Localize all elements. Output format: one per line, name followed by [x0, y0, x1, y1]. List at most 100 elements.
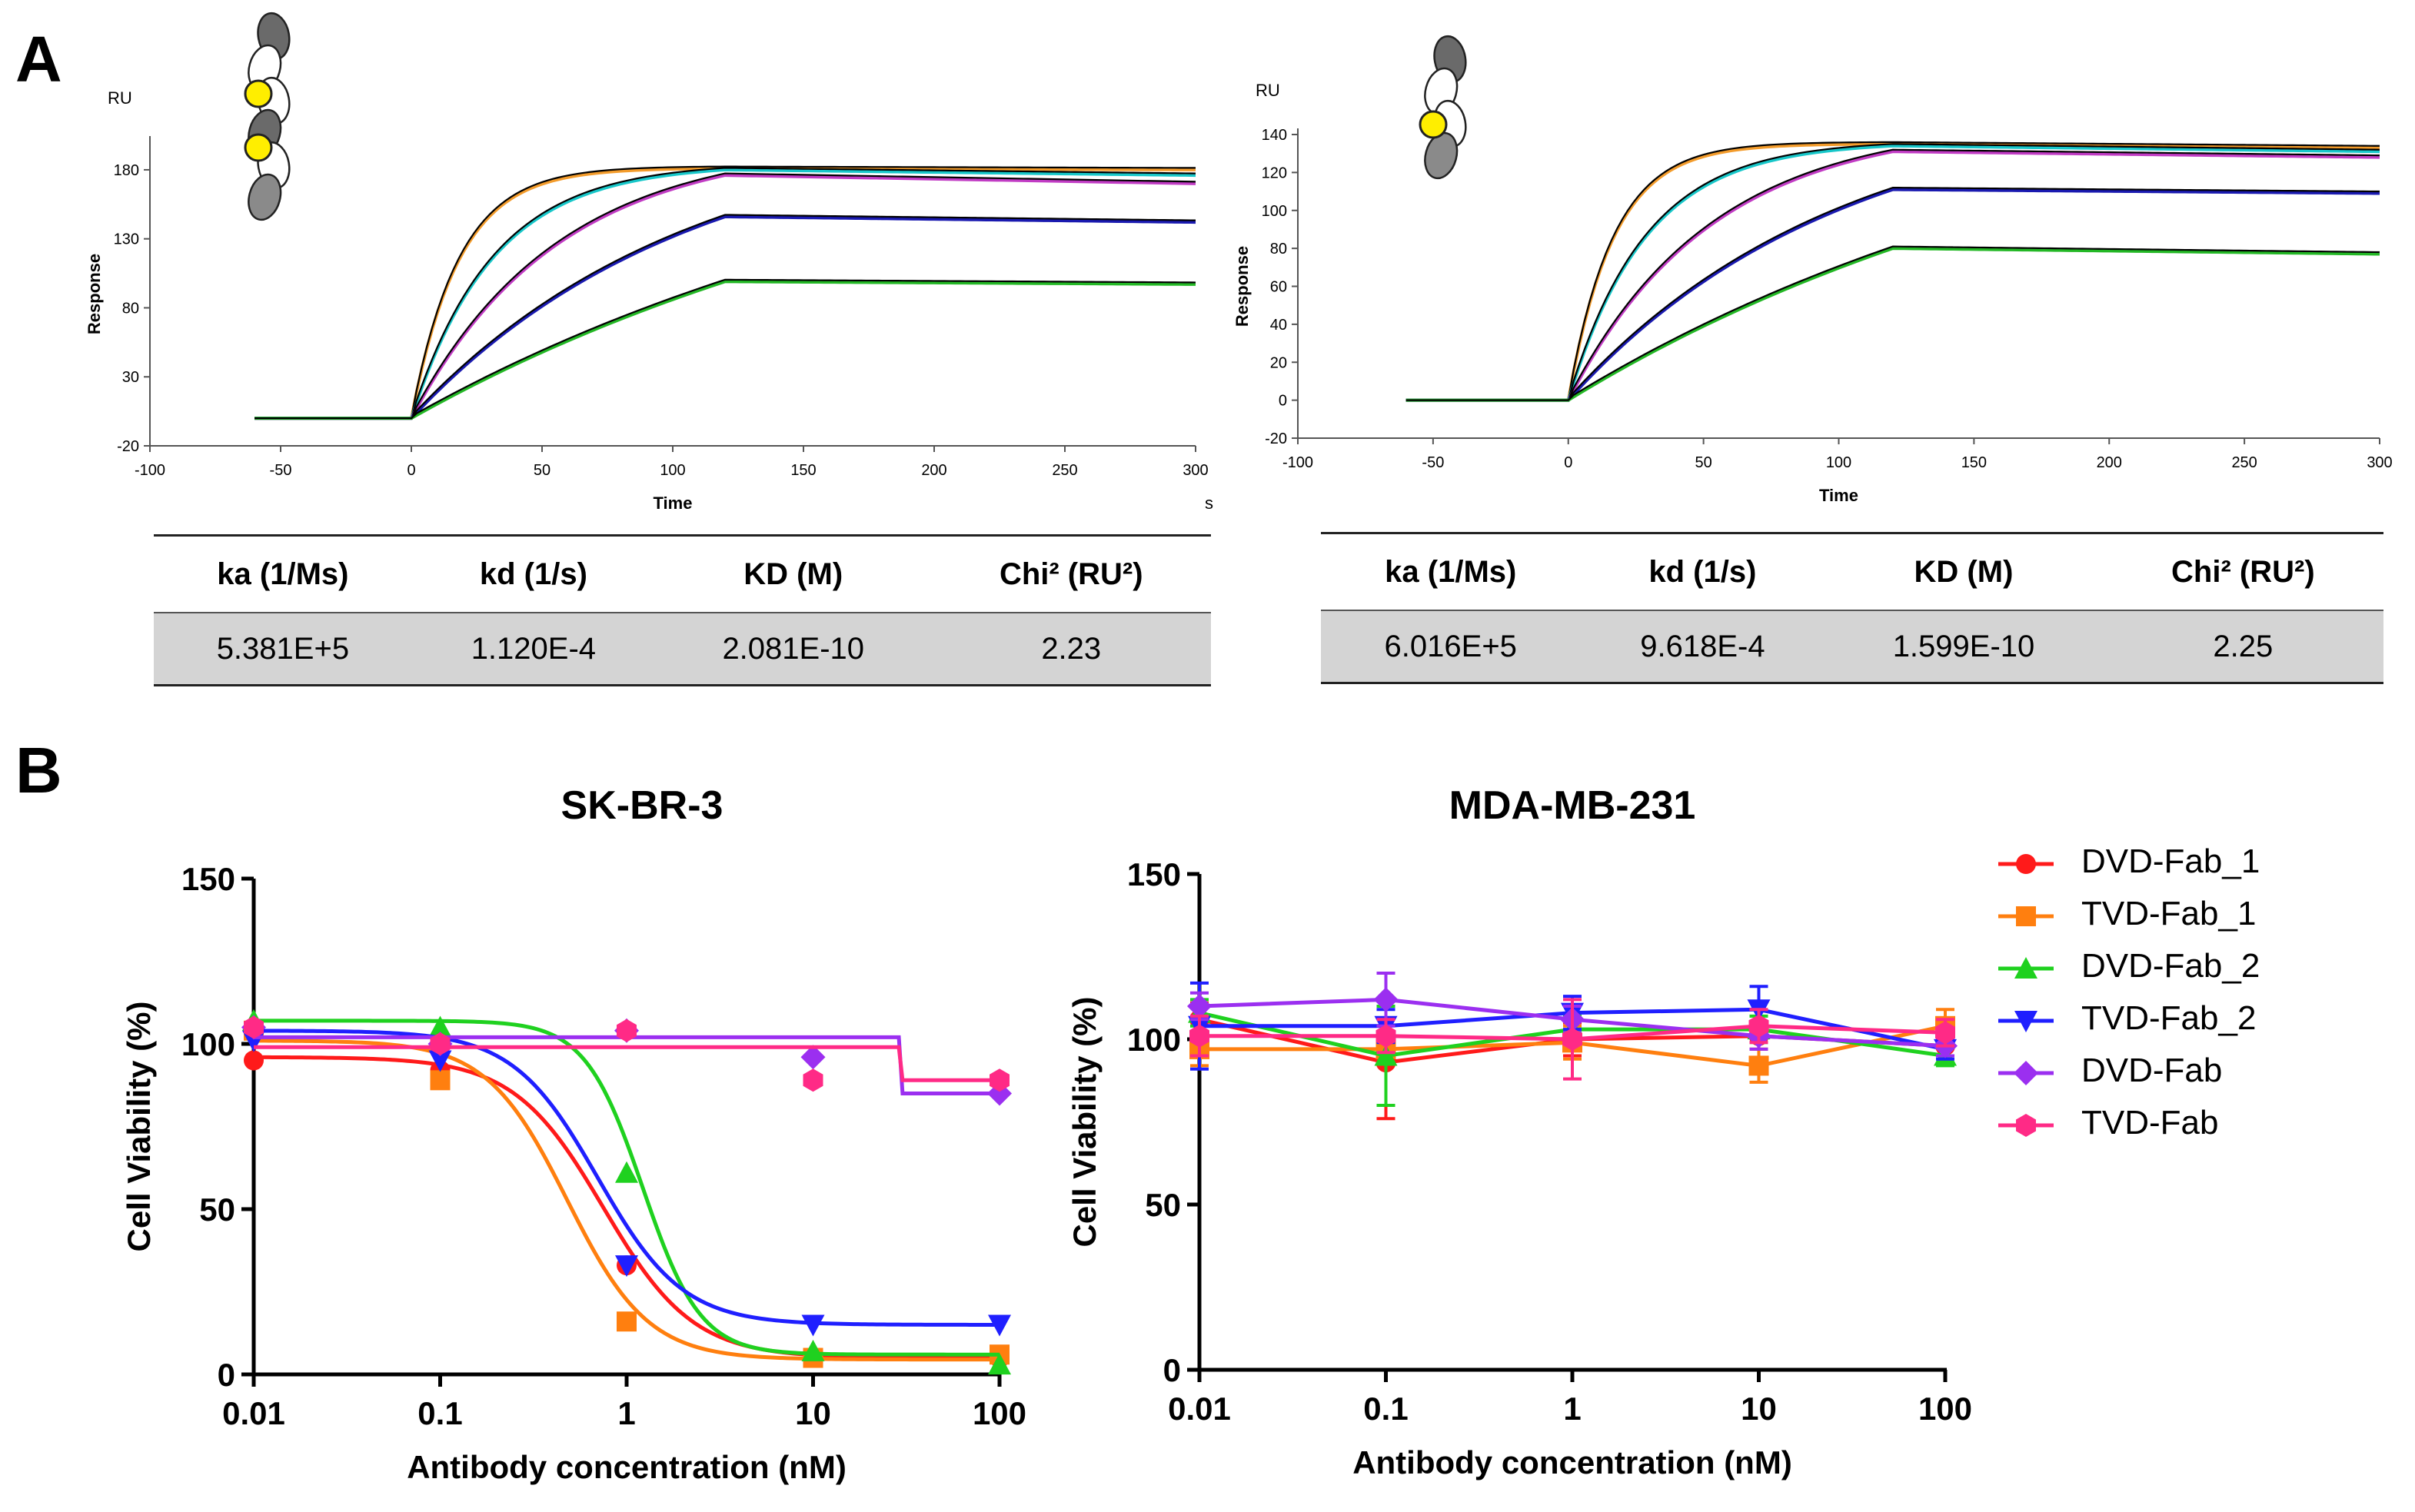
x-tick-label: 0.1 — [1363, 1391, 1408, 1427]
x-tick-label: 50 — [1695, 454, 1712, 471]
x-tick-label: 1 — [617, 1395, 635, 1431]
tetravalent-domain-icon — [244, 12, 291, 221]
fit-curve — [253, 1019, 1000, 1357]
legend-item: TVD-Fab — [1995, 1099, 2303, 1151]
x-tick-label: 100 — [660, 462, 685, 479]
y-tick-label: 60 — [1270, 279, 1287, 296]
data-point — [1374, 1044, 1398, 1066]
x-axis-title: Time — [654, 493, 693, 513]
y-tick-label: 80 — [1270, 241, 1287, 258]
x-tick-label: -100 — [1282, 454, 1313, 471]
sensorgram-left: -20 30 80 130 180 -100 -50 0 50 100 150 200 250 300 RU… — [85, 12, 1213, 513]
table-header: kd (1/s) — [1648, 554, 1757, 589]
data-point — [1373, 987, 1399, 1012]
sensorgram-curve-conc-5 — [1405, 247, 2380, 402]
data-point — [1748, 1055, 1769, 1076]
y-tick-label: 140 — [1262, 127, 1287, 144]
sensorgram-fit-conc-3 — [254, 172, 1196, 420]
fit-curve — [253, 1038, 1000, 1362]
sensorgram-curve-conc-4 — [1405, 188, 2380, 402]
antigen-dot — [244, 133, 273, 162]
square-marker-icon — [2016, 906, 2036, 926]
data-point — [801, 1339, 825, 1361]
data-point — [803, 1068, 823, 1092]
fit-curve — [253, 1055, 1000, 1360]
antigen-dot — [1419, 110, 1448, 139]
legend-label: TVD-Fab_1 — [2081, 895, 2257, 932]
legend-label: TVD-Fab_2 — [2081, 999, 2257, 1037]
x-tick-label: 100 — [1918, 1391, 1972, 1427]
x-tick-label: 50 — [534, 462, 551, 479]
x-tick-label: -50 — [1422, 454, 1444, 471]
panel-label-b: B — [15, 734, 62, 806]
sensorgram-right: -20 0 20 40 60 80 100 120 140 -100 -50 0 50 100 150 200… — [1232, 35, 2393, 505]
y-axis-title: Cell Viability (%) — [1066, 997, 1103, 1248]
x-tick-label: 100 — [1826, 454, 1851, 471]
fit-curve — [254, 1045, 1000, 1082]
x-axis-title: Antibody concentration (nM) — [407, 1449, 847, 1485]
x-axis-title: Time — [1819, 486, 1858, 505]
y-tick-label: 50 — [1145, 1187, 1181, 1223]
sensorgram-curve-conc-4 — [254, 214, 1196, 420]
legend-label: DVD-Fab_2 — [2081, 947, 2260, 985]
x-tick-label: 250 — [2231, 454, 2257, 471]
antibody-domain — [248, 173, 282, 221]
table-cell: 2.23 — [931, 613, 1211, 686]
x-tick-label: 100 — [973, 1395, 1026, 1431]
data-point — [1748, 1014, 1769, 1038]
table-header: ka (1/Ms) — [1385, 554, 1517, 589]
sensorgram-fit-conc-4 — [254, 214, 1196, 420]
data-point — [1187, 994, 1212, 1019]
table-cell: 2.081E-10 — [654, 613, 932, 686]
series-TVD-Fab_1 — [244, 1020, 1010, 1368]
x-tick-label: 150 — [1961, 454, 1987, 471]
y-tick-label: 30 — [122, 369, 139, 386]
legend-swatch — [1998, 957, 2054, 979]
y-unit-label: RU — [108, 88, 132, 108]
series-TVD-Fab — [244, 1015, 1010, 1092]
legend-swatch — [1998, 906, 2054, 926]
data-point — [800, 1045, 826, 1070]
data-point — [1562, 1028, 1582, 1051]
legend: DVD-Fab_1 TVD-Fab_1 DVD-Fab_2 TVD-Fab_2 DVD-… — [1995, 838, 2303, 1151]
sensorgram-fit-conc-5 — [1405, 245, 2380, 401]
sensorgram-fit-conc-4 — [1405, 186, 2380, 401]
sensorgram-fit-conc-1 — [254, 165, 1196, 420]
sensorgram-fit-conc-2 — [1405, 143, 2380, 401]
data-point — [1935, 1021, 1955, 1045]
data-point — [1189, 1024, 1209, 1048]
x-tick-label: 200 — [2097, 454, 2122, 471]
kinetics-table-left: ka (1/Ms) kd (1/s) KD (M) Chi² (RU²) 5.3… — [154, 534, 1211, 686]
y-tick-label: 0 — [1279, 393, 1287, 410]
y-tick-label: 20 — [1270, 354, 1287, 371]
data-point — [428, 1050, 452, 1072]
y-tick-label: -20 — [1265, 430, 1287, 447]
data-point — [988, 1314, 1011, 1337]
table-cell: 5.381E+5 — [154, 613, 412, 686]
sensorgram-curve-conc-2 — [1405, 144, 2380, 402]
data-point — [990, 1068, 1010, 1092]
data-point — [988, 1353, 1011, 1375]
x-unit-label: s — [1205, 493, 1213, 513]
y-tick-label: 80 — [122, 300, 139, 317]
y-tick-label: 50 — [199, 1191, 235, 1228]
sensorgram-curve-conc-1 — [254, 167, 1196, 420]
y-tick-label: 0 — [218, 1357, 235, 1393]
x-tick-label: 200 — [921, 462, 946, 479]
sensorgram-curve-conc-3 — [254, 174, 1196, 420]
sensorgram-fit-conc-1 — [1405, 141, 2380, 401]
y-tick-label: 180 — [114, 162, 139, 179]
table-header: ka (1/Ms) — [217, 557, 349, 591]
y-unit-label: RU — [1256, 81, 1280, 100]
chart-title: MDA-MB-231 — [1449, 783, 1696, 828]
x-tick-label: 300 — [1183, 462, 1208, 479]
data-point — [428, 1015, 452, 1038]
x-tick-label: 250 — [1052, 462, 1077, 479]
triangle-down-marker-icon — [2014, 1011, 2037, 1032]
y-tick-label: 100 — [1127, 1022, 1181, 1058]
y-tick-label: -20 — [117, 438, 139, 455]
legend-label: TVD-Fab — [2081, 1104, 2219, 1141]
triangle-up-marker-icon — [2014, 957, 2037, 979]
y-tick-label: 150 — [1127, 856, 1181, 892]
